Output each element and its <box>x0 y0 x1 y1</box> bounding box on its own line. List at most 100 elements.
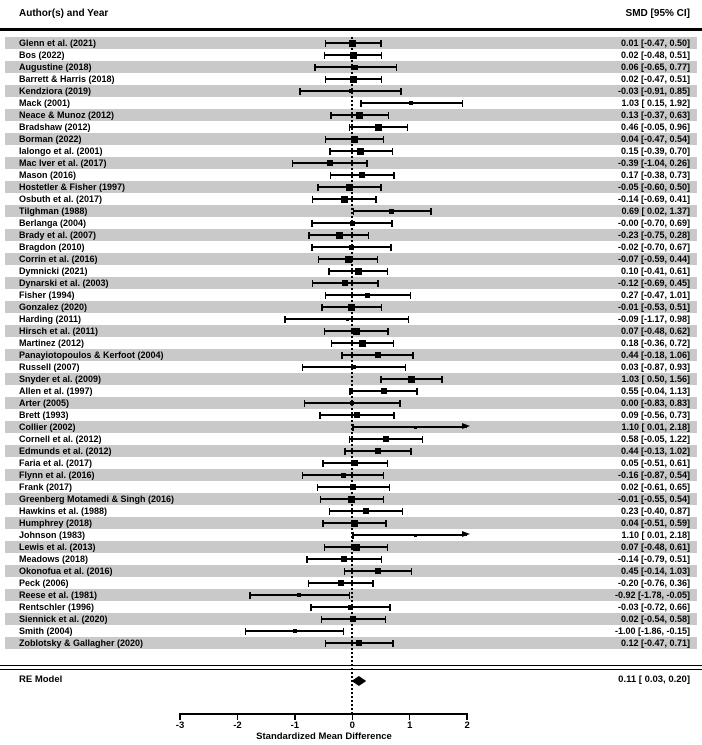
study-label: Tilghman (1988) <box>19 206 88 216</box>
ci-cap-right <box>382 495 385 503</box>
study-smd-ci-text: -0.02 [-0.70, 0.67] <box>617 242 690 252</box>
study-row: Frank (2017) 0.02 [-0.61, 0.65] <box>0 481 702 493</box>
study-smd-ci-text: 0.00 [-0.83, 0.83] <box>620 398 690 408</box>
ci-cap-left <box>311 195 314 203</box>
point-estimate-square <box>354 267 362 275</box>
ci-cap-left <box>352 207 355 215</box>
study-smd-ci-text: -0.92 [-1.78, -0.05] <box>614 590 690 600</box>
ci-cap-right <box>461 99 464 107</box>
point-estimate-square <box>359 339 367 347</box>
study-row: Siennick et al. (2020) 0.02 [-0.54, 0.58] <box>0 613 702 625</box>
study-label: Brady et al. (2007) <box>19 230 97 240</box>
study-smd-ci-text: 0.27 [-0.47, 1.01] <box>620 290 690 300</box>
study-smd-ci-text: 1.03 [ 0.50, 1.56] <box>621 374 690 384</box>
study-label: Mack (2001) <box>19 98 71 108</box>
study-smd-ci-text: 1.03 [ 0.15, 1.92] <box>621 98 690 108</box>
study-smd-ci-text: 0.02 [-0.48, 0.51] <box>620 50 690 60</box>
ci-cap-left <box>291 159 294 167</box>
study-smd-ci-text: -1.00 [-1.86, -0.15] <box>614 626 690 636</box>
study-smd-ci-text: 0.12 [-0.47, 0.71] <box>620 638 690 648</box>
ci-cap-right <box>441 375 443 383</box>
ci-cap-right <box>407 315 410 323</box>
summary-separator-rule <box>0 665 702 670</box>
ci-cap-left <box>322 519 324 527</box>
study-label: Reese et al. (1981) <box>19 590 98 600</box>
point-estimate-square <box>341 556 348 562</box>
study-smd-ci-text: 0.45 [-0.14, 1.03] <box>620 566 690 576</box>
ci-cap-right <box>382 135 385 143</box>
ci-cap-left <box>323 327 326 335</box>
study-smd-ci-text: 0.17 [-0.38, 0.73] <box>620 170 690 180</box>
point-estimate-square <box>375 568 382 574</box>
study-label: Siennick et al. (2020) <box>19 614 108 624</box>
ci-cap-right <box>393 171 395 179</box>
study-smd-ci-text: 0.02 [-0.54, 0.58] <box>620 614 690 624</box>
study-label: Kendziora (2019) <box>19 86 92 96</box>
ci-cap-left <box>380 375 382 383</box>
x-axis-tick <box>466 713 468 720</box>
study-label: Arter (2005) <box>19 398 70 408</box>
point-estimate-square <box>351 519 359 527</box>
ci-cap-right <box>412 351 414 359</box>
study-row: Flynn et al. (2016) -0.16 [-0.87, 0.54] <box>0 469 702 481</box>
study-label: Flynn et al. (2016) <box>19 470 95 480</box>
ci-cap-right <box>380 183 382 191</box>
ci-cap-right <box>400 87 402 95</box>
re-model-estimate-text: 0.11 [ 0.03, 0.20] <box>618 674 690 685</box>
ci-cap-right <box>406 123 409 131</box>
ci-cap-right <box>380 39 382 47</box>
point-estimate-square <box>356 111 364 119</box>
ci-cap-left <box>317 255 320 263</box>
column-header-smd-ci: SMD [95% CI] <box>625 8 690 19</box>
ci-cap-left <box>324 39 327 47</box>
study-smd-ci-text: 0.02 [-0.61, 0.65] <box>620 482 690 492</box>
point-estimate-square <box>356 640 363 646</box>
study-row: Dynarski et al. (2003) -0.12 [-0.69, 0.45… <box>0 277 702 289</box>
ci-arrow-right <box>462 423 471 430</box>
study-label: Bradshaw (2012) <box>19 122 91 132</box>
point-estimate-square <box>345 317 349 321</box>
study-smd-ci-text: -0.09 [-1.17, 0.98] <box>617 314 690 324</box>
ci-cap-right <box>380 555 383 563</box>
study-smd-ci-text: 0.03 [-0.87, 0.93] <box>620 362 690 372</box>
study-row: Barrett & Harris (2018) 0.02 [-0.47, 0.51… <box>0 73 702 85</box>
ci-cap-left <box>329 147 331 155</box>
study-row: Allen et al. (1997) 0.55 [-0.04, 1.13] <box>0 385 702 397</box>
ci-cap-left <box>319 411 321 419</box>
ci-cap-right <box>389 603 391 611</box>
x-axis-tick-label: -1 <box>290 720 300 731</box>
ci-cap-left <box>311 219 313 227</box>
study-label: Frank (2017) <box>19 482 73 492</box>
ci-cap-right <box>386 267 389 275</box>
point-estimate-square <box>352 365 357 369</box>
x-axis-tick-label: 2 <box>464 720 470 731</box>
study-label: Rentschler (1996) <box>19 602 95 612</box>
point-estimate-square <box>345 183 353 191</box>
study-row: Neace & Munoz (2012) 0.13 [-0.37, 0.63] <box>0 109 702 121</box>
ci-cap-left <box>319 495 322 503</box>
row-shading-band <box>5 589 697 601</box>
study-label: Osbuth et al. (2017) <box>19 194 103 204</box>
point-estimate-square <box>340 472 346 478</box>
study-smd-ci-text: -0.07 [-0.59, 0.44] <box>617 254 690 264</box>
study-label: Johnson (1983) <box>19 530 86 540</box>
ci-cap-left <box>311 243 313 251</box>
study-row: Okonofua et al. (2016) 0.45 [-0.14, 1.03] <box>0 565 702 577</box>
row-shading-band <box>5 373 697 385</box>
study-smd-ci-text: 0.55 [-0.04, 1.13] <box>620 386 690 396</box>
point-estimate-square <box>326 160 333 166</box>
ci-cap-right <box>388 483 391 491</box>
ci-cap-left <box>316 483 319 491</box>
study-label: Zoblotsky & Gallagher (2020) <box>19 638 144 648</box>
study-row: Brett (1993) 0.09 [-0.56, 0.73] <box>0 409 702 421</box>
x-axis-tick <box>351 713 354 720</box>
ci-cap-right <box>367 231 370 239</box>
ci-cap-left <box>343 567 345 575</box>
ci-cap-right <box>377 279 379 287</box>
study-label: Mason (2016) <box>19 170 77 180</box>
point-estimate-square <box>413 425 417 429</box>
study-row: Bradshaw (2012) 0.46 [-0.05, 0.96] <box>0 121 702 133</box>
zero-reference-line <box>351 37 354 714</box>
study-label: Okonofua et al. (2016) <box>19 566 113 576</box>
study-row: Osbuth et al. (2017) -0.14 [-0.69, 0.41] <box>0 193 702 205</box>
